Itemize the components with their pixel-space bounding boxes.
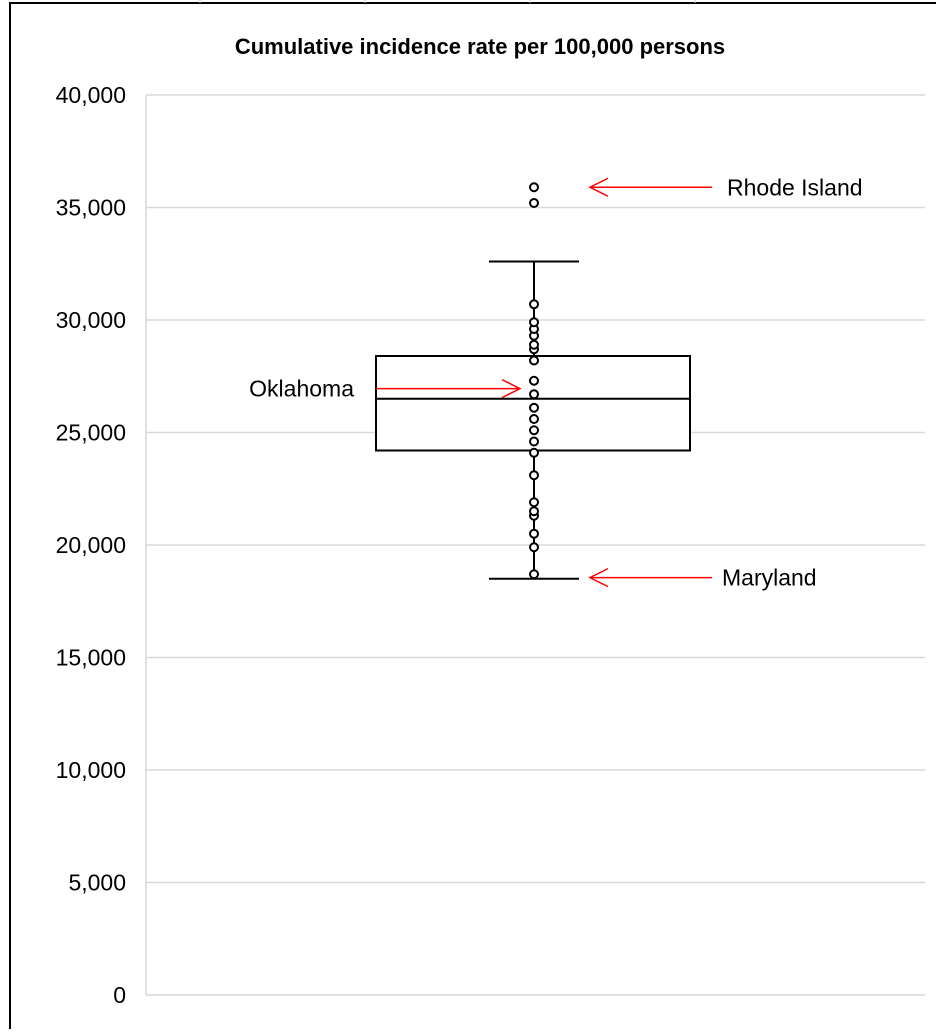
data-point — [529, 425, 539, 436]
y-tick-label: 20,000 — [56, 532, 126, 558]
data-point — [529, 317, 539, 328]
y-tick-label: 25,000 — [56, 420, 126, 446]
data-point — [529, 447, 539, 458]
data-point — [529, 569, 539, 580]
data-point — [529, 436, 539, 447]
data-point — [529, 402, 539, 413]
data-point — [529, 497, 539, 508]
y-tick-label: 40,000 — [56, 82, 126, 108]
outlier-point — [529, 182, 539, 193]
y-tick-label: 5,000 — [68, 870, 126, 896]
y-tick-label: 0 — [113, 982, 126, 1008]
data-point — [529, 528, 539, 539]
annotation-arrowhead — [588, 177, 609, 197]
gridlines — [145, 94, 925, 996]
data-point — [529, 414, 539, 424]
y-tick-label: 10,000 — [56, 757, 126, 783]
data-point — [529, 506, 539, 517]
y-tick-labels: 0 5,000 10,000 15,000 20,000 25,000 30,000 35,0… — [56, 82, 126, 1008]
annotation-label: Maryland — [722, 565, 817, 591]
annotation-label: Oklahoma — [249, 376, 354, 402]
annotation-label: Rhode Island — [727, 174, 863, 200]
data-point — [529, 375, 539, 386]
y-tick-label: 35,000 — [56, 195, 126, 221]
data-point — [529, 470, 539, 481]
data-points — [529, 182, 539, 580]
y-tick-label: 30,000 — [56, 307, 126, 333]
data-point — [529, 339, 539, 350]
outlier-point — [529, 198, 539, 208]
annotation-arrowhead — [588, 567, 609, 588]
chart-title: Cumulative incidence rate per 100,000 pe… — [235, 34, 725, 59]
y-tick-label: 15,000 — [56, 645, 126, 671]
data-point — [529, 389, 539, 400]
chart-border — [9, 2, 936, 1034]
data-point — [529, 355, 539, 366]
annotation-arrowhead — [501, 378, 522, 399]
data-point — [529, 542, 539, 553]
annotations: Rhode Island Oklahoma Maryland — [249, 174, 862, 590]
data-point — [529, 299, 539, 310]
